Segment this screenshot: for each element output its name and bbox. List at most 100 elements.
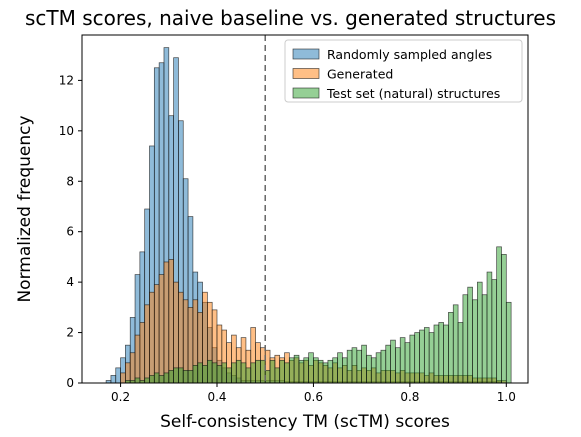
histogram-bar (481, 294, 488, 384)
histogram-bar (448, 312, 454, 384)
histogram-bar (375, 352, 382, 384)
histogram-bar (120, 372, 126, 384)
x-tick-label: 0.2 (111, 390, 130, 404)
histogram-bar (178, 367, 184, 384)
histogram-bar (409, 334, 416, 384)
legend-label: Test set (natural) structures (326, 86, 500, 101)
histogram-bar (149, 375, 155, 384)
chart-title: scTM scores, naive baseline vs. generate… (25, 6, 556, 30)
histogram-bar (332, 357, 338, 384)
histogram-bar (182, 370, 189, 384)
histogram-bar (452, 304, 459, 384)
histogram-bar (433, 324, 440, 384)
histogram-bar (163, 261, 170, 384)
histogram-bar (134, 377, 141, 384)
histogram-bar (467, 286, 473, 384)
y-tick-label: 10 (59, 124, 74, 138)
bars-layer (105, 47, 512, 384)
y-tick-label: 0 (66, 376, 74, 390)
histogram-bar (356, 349, 362, 384)
histogram-bar (250, 362, 256, 384)
histogram-bar (370, 357, 377, 384)
histogram-bar (351, 347, 358, 384)
histogram-bar (153, 372, 160, 384)
histogram-bar (207, 359, 213, 384)
histogram-bar (346, 349, 353, 384)
histogram-bar (462, 294, 469, 384)
legend-swatch (292, 48, 320, 60)
histogram-bar (404, 342, 411, 384)
histogram-bar (240, 362, 247, 384)
histogram-bar (235, 359, 242, 384)
y-tick-label: 12 (59, 73, 74, 87)
histogram-bar (390, 339, 396, 384)
histogram-bar (501, 254, 507, 384)
histogram-bar (129, 352, 136, 384)
histogram-bar (197, 362, 203, 384)
x-tick-label: 0.6 (304, 390, 323, 404)
histogram-bar (125, 362, 131, 384)
histogram-bar (226, 367, 232, 384)
legend-swatch (292, 87, 320, 99)
histogram-bar (366, 354, 372, 384)
histogram-bar (293, 354, 300, 384)
histogram-bar (192, 365, 199, 384)
histogram-bar (317, 359, 324, 384)
histogram-bar (322, 362, 329, 384)
histogram-bar (419, 329, 425, 384)
histogram-bar (144, 377, 150, 384)
histogram-bar (221, 362, 228, 384)
histogram-bar (255, 359, 261, 384)
y-tick-label: 2 (66, 326, 74, 340)
histogram-bar (168, 259, 174, 384)
histogram-bar (414, 332, 420, 384)
histogram-bar (187, 370, 194, 384)
y-tick-label: 6 (66, 225, 74, 239)
histogram-bar (505, 301, 512, 384)
x-tick-label: 0.4 (207, 390, 226, 404)
histogram-bar (380, 349, 387, 384)
histogram-bar (279, 359, 285, 384)
legend-swatch (292, 68, 320, 79)
histogram-bar (399, 337, 406, 384)
histogram-bar (163, 372, 170, 384)
histogram-bar (158, 274, 165, 384)
histogram-bar (308, 352, 314, 384)
histogram-bar (337, 352, 343, 384)
histogram-bar (269, 359, 276, 384)
histogram-bar (496, 246, 502, 384)
histogram-bar (202, 365, 208, 384)
legend: Randomly sampled angles Generated Test set… (284, 39, 523, 103)
histogram-bar (231, 362, 237, 384)
histogram-bar (491, 279, 498, 384)
x-axis-label: Self-consistency TM (scTM) scores (160, 412, 450, 432)
histogram-bar (327, 359, 334, 384)
histogram-bar (168, 370, 174, 384)
histogram-bar (438, 322, 444, 384)
histogram-bar (153, 284, 160, 384)
histogram-bar (342, 357, 348, 384)
y-tick-label: 4 (66, 275, 74, 289)
histogram-bar (313, 357, 319, 384)
histogram-bar (486, 271, 493, 384)
histogram-bar (211, 362, 218, 384)
histogram-bar (428, 332, 435, 384)
axes-frame (81, 34, 529, 384)
histogram-bar (158, 375, 165, 384)
histogram-bar (303, 357, 309, 384)
histogram-bar (139, 322, 146, 384)
histogram-bar (443, 324, 449, 384)
histogram-bar (472, 299, 478, 384)
histogram-bar (115, 367, 121, 384)
histogram-bar (298, 359, 305, 384)
histogram-bar (284, 362, 290, 384)
ticks-layer: 0.2 0.4 0.6 0.8 1.0 0 2 4 6 8 10 12 (59, 73, 516, 404)
histogram-bar (361, 344, 367, 384)
histogram-bar (134, 334, 141, 384)
histogram-bar (110, 375, 117, 384)
histogram-bar (423, 327, 430, 384)
histogram-bar (288, 357, 295, 384)
histogram-bar (385, 344, 391, 384)
histogram-bar (395, 347, 401, 384)
